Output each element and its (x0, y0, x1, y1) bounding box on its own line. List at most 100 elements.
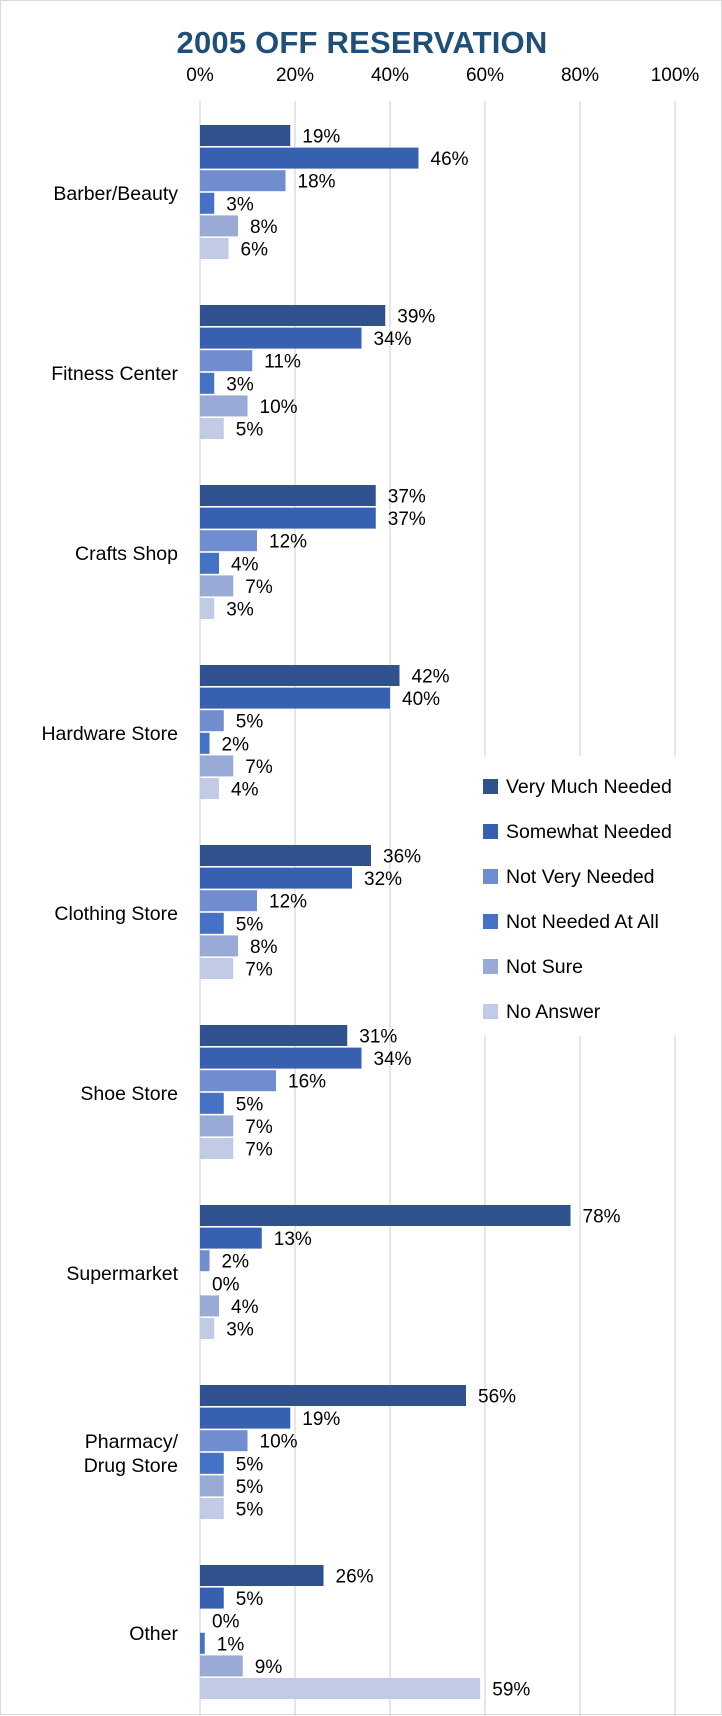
bar-clothing-store-no-answer (200, 958, 234, 979)
legend-label-no-answer: No Answer (506, 1001, 601, 1023)
data-label: 4% (231, 780, 259, 801)
bar-pharmacy-drug-store-no-answer (200, 1498, 224, 1519)
x-tick-label: 60% (466, 65, 504, 86)
data-label: 7% (245, 577, 273, 598)
category-label-supermarket: Supermarket (66, 1263, 178, 1285)
bar-barber-beauty-very-much-needed (200, 125, 291, 146)
data-label: 34% (374, 1049, 412, 1070)
bar-fitness-center-somewhat-needed (200, 327, 362, 349)
category-label-clothing-store: Clothing Store (54, 903, 178, 925)
data-label: 4% (231, 1297, 259, 1318)
data-labels: 19%46%18%3%8%6%39%34%11%3%10%5%37%37%12%… (212, 127, 621, 1701)
chart-title: 2005 OFF RESERVATION (176, 25, 548, 60)
legend-swatch-not-very-needed (483, 869, 498, 884)
bar-hardware-store-not-needed-at-all (200, 732, 210, 754)
bar-crafts-shop-no-answer (200, 598, 215, 619)
data-label: 10% (260, 1432, 298, 1453)
bar-other-very-much-needed (200, 1565, 324, 1586)
data-label: 36% (383, 847, 421, 868)
bar-fitness-center-no-answer (200, 418, 224, 439)
bar-clothing-store-not-very-needed (200, 890, 257, 912)
legend: Very Much Needed Somewhat Needed Not Very … (483, 776, 672, 1023)
bar-crafts-shop-not-needed-at-all (200, 552, 219, 574)
data-label: 13% (274, 1229, 312, 1250)
bar-clothing-store-somewhat-needed (200, 867, 352, 889)
legend-background (463, 756, 701, 1036)
bar-other-no-answer (200, 1678, 481, 1699)
data-label: 7% (245, 960, 273, 981)
bar-fitness-center-very-much-needed (200, 305, 386, 326)
data-label: 5% (236, 914, 264, 935)
bars (200, 125, 571, 1699)
data-label: 34% (374, 329, 412, 350)
bar-other-not-sure (200, 1655, 243, 1677)
legend-label-not-sure: Not Sure (506, 956, 583, 978)
bar-shoe-store-not-sure (200, 1115, 234, 1137)
bar-supermarket-no-answer (200, 1318, 215, 1339)
bar-barber-beauty-not-very-needed (200, 170, 286, 192)
legend-label-somewhat-needed: Somewhat Needed (506, 821, 672, 843)
bar-fitness-center-not-sure (200, 395, 248, 417)
data-label: 37% (388, 509, 426, 530)
x-tick-labels: 0% 20% 40% 60% 80% 100% (186, 65, 699, 86)
data-label: 7% (245, 1117, 273, 1138)
legend-swatch-very-much-needed (483, 779, 498, 794)
bar-fitness-center-not-needed-at-all (200, 372, 215, 394)
category-labels: Barber/Beauty Fitness Center Crafts Shop Ha… (41, 183, 178, 1645)
bar-supermarket-not-very-needed (200, 1250, 210, 1272)
data-label: 2% (222, 1252, 250, 1273)
data-label: 19% (302, 127, 340, 148)
category-label-barber-beauty: Barber/Beauty (53, 183, 178, 205)
data-label: 37% (388, 487, 426, 508)
bar-pharmacy-drug-store-very-much-needed (200, 1385, 466, 1406)
data-label: 3% (226, 194, 254, 215)
data-label: 5% (236, 1477, 264, 1498)
data-label: 26% (336, 1567, 374, 1588)
category-label-pharmacy-drug-store: Pharmacy/Drug Store (84, 1431, 179, 1477)
data-label: 8% (250, 217, 278, 238)
bar-shoe-store-not-very-needed (200, 1070, 276, 1092)
legend-swatch-somewhat-needed (483, 824, 498, 839)
data-label: 1% (217, 1634, 245, 1655)
bar-other-not-needed-at-all (200, 1632, 205, 1654)
data-label: 10% (260, 397, 298, 418)
data-label: 0% (212, 1612, 240, 1633)
data-label: 42% (412, 667, 450, 688)
data-label: 56% (478, 1387, 516, 1408)
data-label: 8% (250, 937, 278, 958)
data-label: 78% (583, 1207, 621, 1228)
bar-crafts-shop-not-very-needed (200, 530, 257, 552)
bar-pharmacy-drug-store-not-sure (200, 1475, 224, 1497)
bar-crafts-shop-very-much-needed (200, 485, 376, 506)
category-label-shoe-store: Shoe Store (80, 1083, 178, 1105)
data-label: 32% (364, 869, 402, 890)
data-label: 5% (236, 420, 264, 441)
bar-supermarket-somewhat-needed (200, 1227, 262, 1249)
data-label: 2% (222, 734, 250, 755)
category-label-crafts-shop: Crafts Shop (75, 543, 178, 565)
bar-shoe-store-very-much-needed (200, 1025, 348, 1046)
bar-pharmacy-drug-store-not-very-needed (200, 1430, 248, 1452)
data-label: 0% (212, 1274, 240, 1295)
bar-hardware-store-not-very-needed (200, 710, 224, 732)
data-label: 3% (226, 374, 254, 395)
bar-supermarket-not-sure (200, 1295, 219, 1317)
bar-clothing-store-not-needed-at-all (200, 912, 224, 934)
legend-label-not-needed-at-all: Not Needed At All (506, 911, 659, 933)
category-label-other: Other (129, 1623, 178, 1645)
data-label: 5% (236, 1500, 264, 1521)
x-tick-label: 0% (186, 65, 214, 86)
legend-label-not-very-needed: Not Very Needed (506, 866, 655, 888)
data-label: 12% (269, 532, 307, 553)
bar-pharmacy-drug-store-not-needed-at-all (200, 1452, 224, 1474)
data-label: 4% (231, 554, 259, 575)
bar-crafts-shop-somewhat-needed (200, 507, 376, 529)
bar-clothing-store-very-much-needed (200, 845, 371, 866)
data-label: 5% (236, 1094, 264, 1115)
bar-shoe-store-somewhat-needed (200, 1047, 362, 1069)
bar-shoe-store-no-answer (200, 1138, 234, 1159)
data-label: 5% (236, 1454, 264, 1475)
legend-label-very-much-needed: Very Much Needed (506, 776, 672, 798)
